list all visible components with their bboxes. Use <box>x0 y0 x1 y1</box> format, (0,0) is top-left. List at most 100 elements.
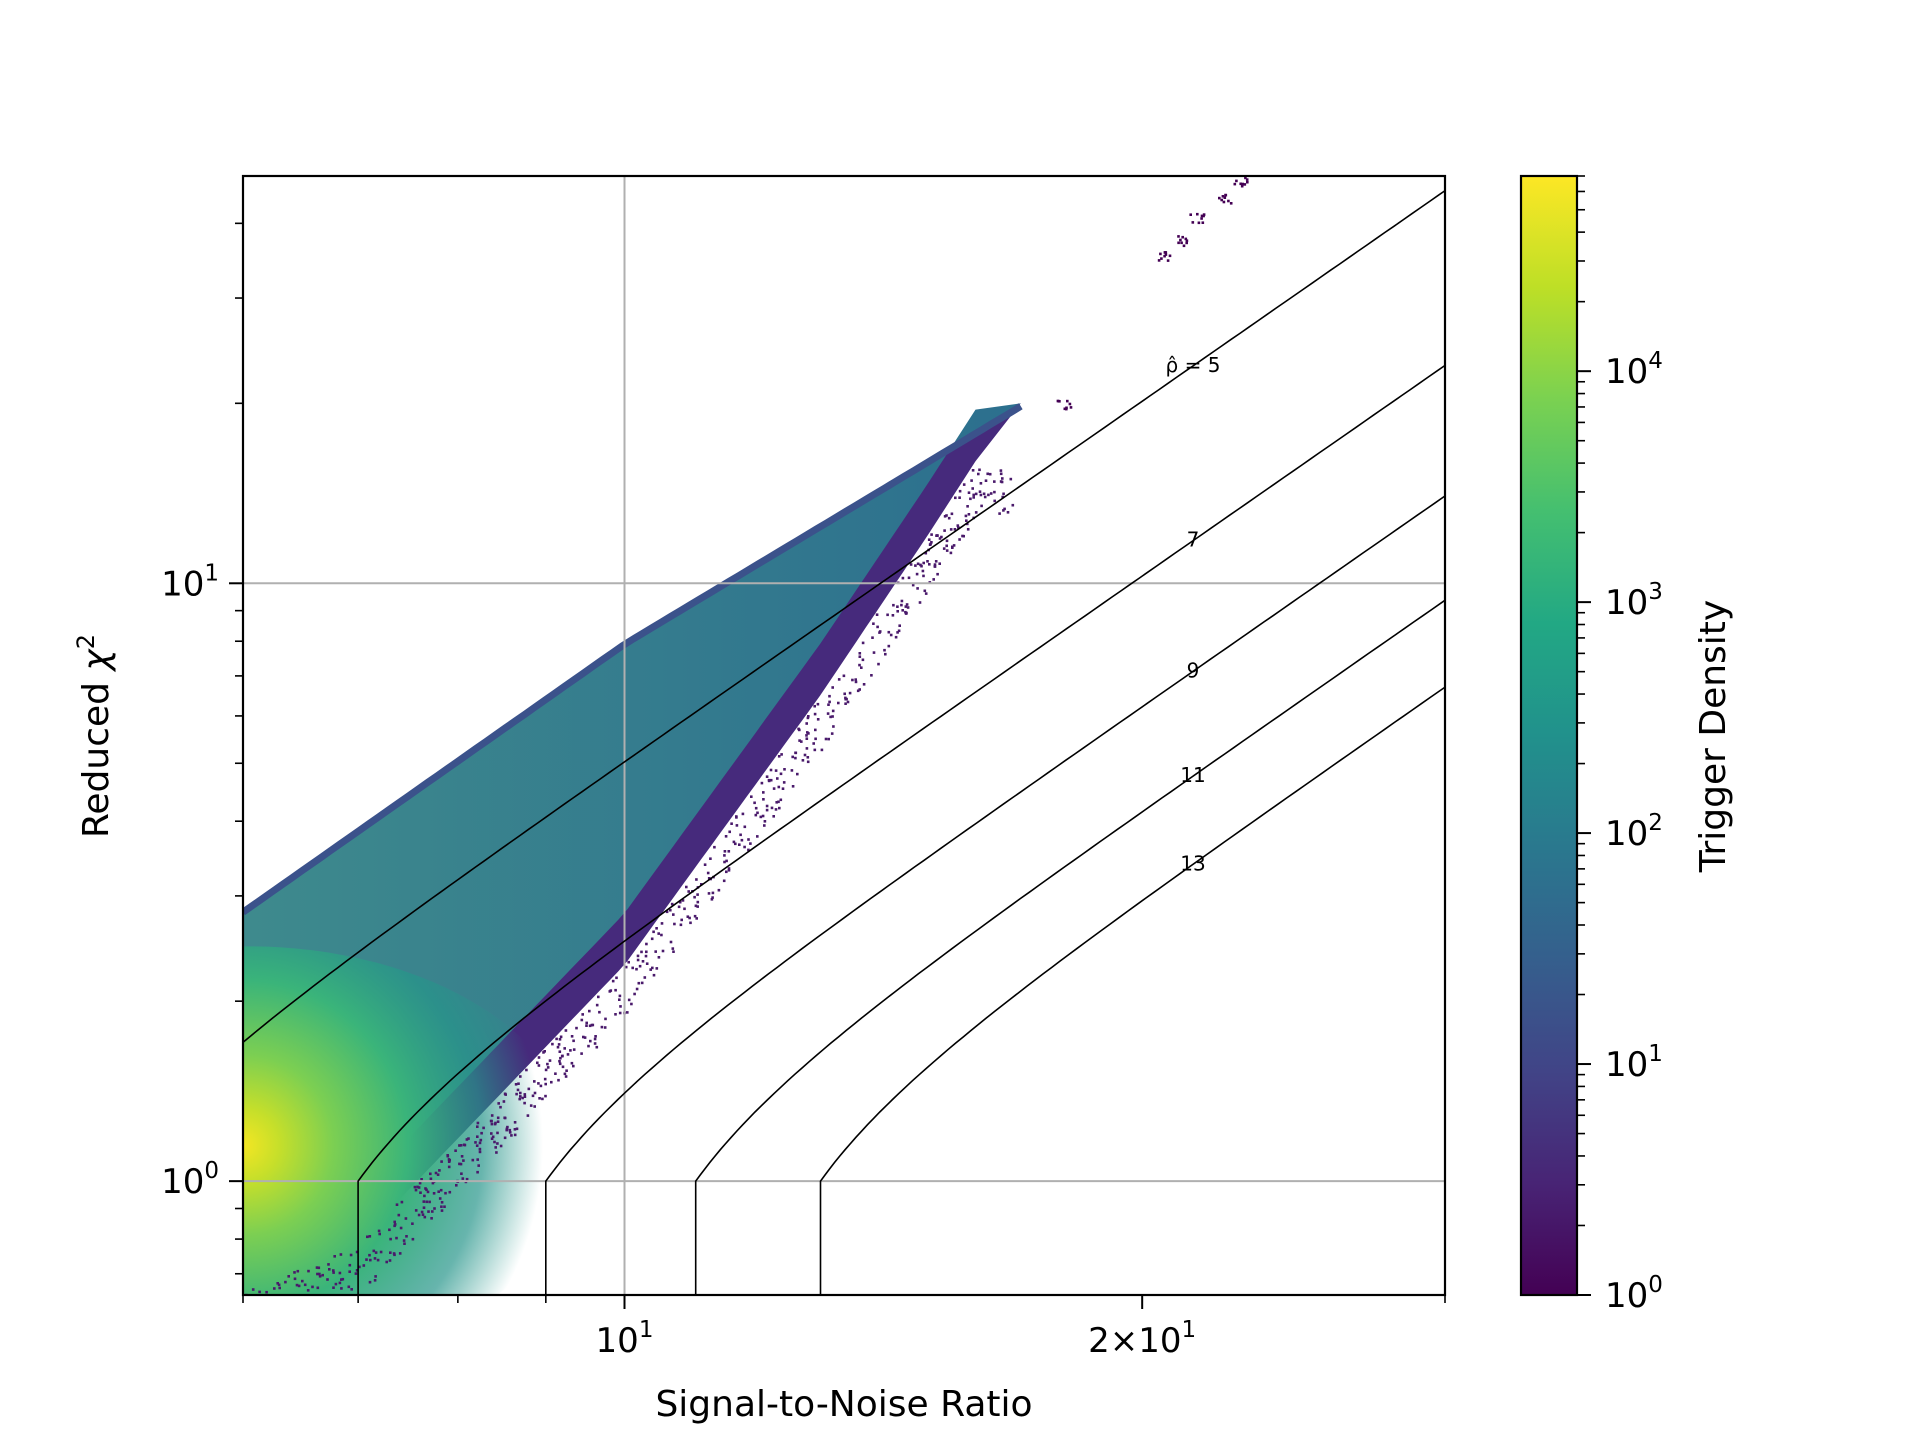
density-speckle <box>929 542 932 546</box>
density-speckle <box>993 490 996 494</box>
density-speckle <box>965 519 968 522</box>
outlier-point <box>1244 176 1247 180</box>
density-speckle <box>526 1114 530 1117</box>
density-speckle <box>338 1271 342 1275</box>
density-speckle <box>807 732 810 735</box>
contour-lines <box>243 189 1445 1295</box>
density-speckle <box>417 1186 421 1189</box>
density-speckle <box>966 528 970 531</box>
density-speckle <box>454 1149 457 1152</box>
density-speckle <box>749 842 752 845</box>
density-speckle <box>945 549 949 552</box>
outlier-point <box>1218 196 1221 200</box>
density-speckle <box>335 1298 338 1301</box>
density-speckle <box>938 562 941 565</box>
density-speckle <box>655 967 659 970</box>
density-speckle <box>519 1091 522 1095</box>
contour-line <box>243 189 1445 1044</box>
density-speckle <box>971 487 974 490</box>
density-speckle <box>497 1102 500 1105</box>
plot-area <box>243 176 1445 1318</box>
density-speckle <box>582 1035 585 1039</box>
outlier-point <box>1246 180 1249 184</box>
density-speckle <box>858 688 861 691</box>
density-speckle <box>436 1173 440 1176</box>
density-speckle <box>593 1042 597 1045</box>
density-speckle <box>276 1282 279 1285</box>
density-speckle <box>339 1253 343 1256</box>
density-speckle <box>713 845 716 849</box>
density-speckle <box>806 756 810 759</box>
density-speckle <box>831 709 835 713</box>
density-speckle <box>923 589 927 593</box>
density-map <box>243 176 1249 1318</box>
outlier-point <box>1229 202 1233 205</box>
density-speckle <box>805 737 809 740</box>
density-speckle <box>559 1056 562 1060</box>
density-speckle <box>471 1158 475 1162</box>
density-speckle <box>304 1299 307 1302</box>
density-speckle <box>253 1315 256 1318</box>
colorbar-tick-label: 100 <box>1605 1272 1663 1316</box>
density-speckle <box>411 1222 414 1225</box>
density-speckle <box>256 1304 259 1307</box>
density-speckle <box>543 1050 546 1053</box>
density-speckle <box>385 1260 388 1264</box>
colorbar-tick-label: 103 <box>1605 579 1663 623</box>
density-speckle <box>630 1002 633 1006</box>
density-speckle <box>796 772 799 776</box>
outlier-point <box>1185 241 1188 245</box>
outlier-point <box>1182 244 1186 248</box>
density-speckle <box>595 1003 599 1007</box>
density-speckle <box>508 1128 512 1132</box>
density-speckle <box>800 740 803 743</box>
density-speckle <box>964 514 968 518</box>
density-speckle <box>967 491 971 494</box>
density-speckle <box>827 703 830 706</box>
y-axis-label-sup: 2 <box>72 634 100 649</box>
density-speckle <box>928 563 931 566</box>
outlier-point <box>1065 407 1068 411</box>
density-speckle <box>633 992 636 996</box>
density-speckle <box>348 1270 351 1273</box>
density-speckle <box>315 1266 319 1269</box>
density-speckle <box>379 1250 383 1254</box>
density-speckle <box>813 712 817 716</box>
density-speckle <box>284 1280 287 1284</box>
density-speckle <box>747 848 750 852</box>
outlier-point <box>1220 198 1223 202</box>
density-speckle <box>354 1272 358 1275</box>
density-speckle <box>635 967 638 971</box>
density-speckle <box>548 1059 552 1062</box>
density-speckle <box>365 1258 368 1261</box>
density-speckle <box>556 1045 560 1049</box>
density-speckle <box>544 1094 547 1098</box>
density-speckle <box>278 1286 281 1290</box>
density-speckle <box>665 910 669 914</box>
density-speckle <box>603 1026 607 1029</box>
density-speckle <box>828 694 831 698</box>
density-speckle <box>600 1025 604 1029</box>
density-speckle <box>870 674 873 677</box>
density-speckle <box>706 871 710 875</box>
density-speckle <box>393 1220 396 1224</box>
density-speckle <box>710 898 714 901</box>
outlier-point <box>1201 221 1205 224</box>
contour-label: 7 <box>1187 528 1200 552</box>
density-speckle <box>958 538 961 541</box>
density-speckle <box>550 1080 553 1084</box>
density-speckle <box>860 666 863 669</box>
density-speckle <box>1003 507 1006 511</box>
density-speckle <box>951 545 954 549</box>
density-speckle <box>585 1024 588 1027</box>
density-speckle <box>1011 503 1015 507</box>
density-speckle <box>777 800 780 804</box>
density-speckle <box>595 1045 599 1049</box>
density-speckle <box>287 1302 290 1305</box>
density-speckle <box>709 857 712 860</box>
density-speckle <box>333 1255 336 1258</box>
grid-lines <box>243 176 1445 1295</box>
density-speckle <box>420 1178 423 1181</box>
density-speckle <box>671 947 675 950</box>
density-speckle <box>499 1105 502 1109</box>
